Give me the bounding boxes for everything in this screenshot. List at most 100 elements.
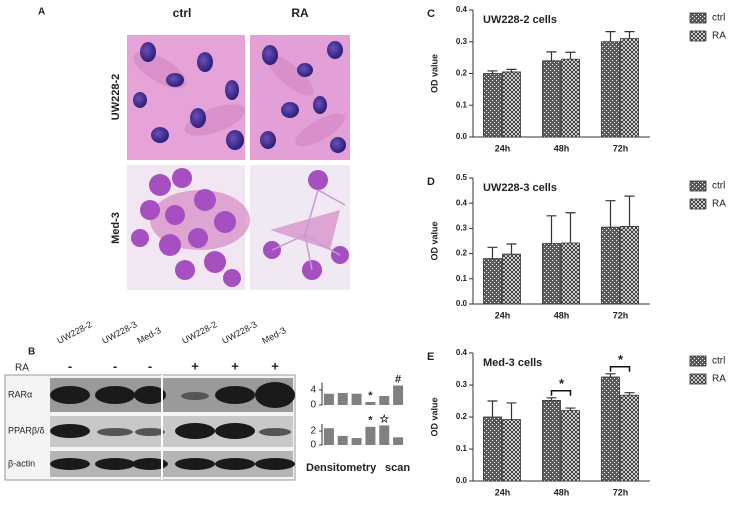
- row-label: Med-3: [110, 212, 122, 244]
- treatment-label: RA: [15, 363, 29, 374]
- bar: [502, 253, 521, 305]
- band-label: RARα: [8, 389, 32, 399]
- x-tick-label: 24h: [495, 310, 511, 320]
- lane-label: UW228-3: [220, 319, 258, 346]
- x-tick-label: 48h: [554, 487, 570, 497]
- y-tick-label: 0.4: [456, 198, 468, 207]
- y-tick-label: 0.4: [456, 348, 468, 357]
- bar: [365, 426, 376, 445]
- lane-label: UW228-3: [100, 319, 138, 346]
- x-tick-label: 24h: [495, 487, 511, 497]
- error-bar: [605, 30, 616, 42]
- bar: [379, 396, 390, 405]
- bar: [323, 428, 334, 445]
- legend-label: ctrl: [712, 356, 725, 367]
- bar: [483, 258, 502, 305]
- error-bar: [506, 68, 517, 72]
- legend-swatch: [689, 198, 707, 210]
- x-tick-label: 72h: [613, 143, 629, 153]
- y-tick-label: 0.2: [456, 249, 468, 258]
- panel-label: E: [427, 351, 434, 363]
- panel-label: B: [28, 347, 35, 358]
- y-tick-label: 0.1: [456, 444, 468, 453]
- band-label: PPARβ/δ: [8, 425, 45, 435]
- y-tick-label: 0.3: [456, 380, 468, 389]
- panel-label: C: [427, 8, 435, 20]
- bar: [365, 402, 376, 405]
- bar: [601, 226, 620, 305]
- y-tick-label: 0.4: [456, 5, 468, 14]
- error-bar: [565, 407, 576, 411]
- treatment-sign: +: [271, 358, 279, 373]
- bar: [542, 60, 561, 138]
- bar: [601, 376, 620, 482]
- bar: [379, 425, 390, 445]
- y-tick-label: 4: [310, 385, 316, 396]
- treatment-sign: -: [148, 358, 152, 373]
- chart-title: UW228-3 cells: [483, 182, 557, 194]
- error-bar: [565, 212, 576, 244]
- x-tick-label: 72h: [613, 487, 629, 497]
- treatment-sign: -: [68, 358, 72, 373]
- error-bar: [506, 402, 517, 420]
- bar: [393, 385, 404, 405]
- x-tick-label: 24h: [495, 143, 511, 153]
- column-label: ctrl: [173, 6, 192, 20]
- treatment-sign: +: [231, 358, 239, 373]
- y-axis-label: OD value: [429, 54, 439, 93]
- legend-swatch: [689, 12, 707, 24]
- significance-bracket: [609, 366, 631, 372]
- x-tick-label: 48h: [554, 310, 570, 320]
- band-label: β-actin: [8, 458, 35, 468]
- error-bar: [487, 70, 498, 74]
- bar: [561, 58, 580, 138]
- error-bar: [546, 215, 557, 244]
- bar: [483, 73, 502, 138]
- y-tick-label: 0.1: [456, 274, 468, 283]
- bar-marker: ☆: [379, 413, 389, 425]
- treatment-sign: +: [191, 358, 199, 373]
- bar-marker: *: [368, 390, 373, 402]
- y-tick-label: 2: [310, 426, 316, 437]
- y-tick-label: 0: [310, 440, 316, 451]
- error-bar: [487, 246, 498, 259]
- column-label: RA: [291, 6, 309, 20]
- bar: [502, 71, 521, 138]
- x-tick-label: 72h: [613, 310, 629, 320]
- lane-label: UW228-2: [180, 319, 218, 346]
- micrographs: [127, 35, 350, 290]
- y-axis-label: OD value: [429, 221, 439, 260]
- x-tick-label: 48h: [554, 143, 570, 153]
- bar: [561, 242, 580, 305]
- y-axis-label: OD value: [429, 397, 439, 436]
- row-label: UW228-2: [110, 74, 122, 120]
- legend-label: RA: [712, 31, 726, 42]
- error-bar: [546, 397, 557, 401]
- bar: [620, 394, 639, 482]
- bar: [483, 416, 502, 482]
- legend-swatch: [689, 30, 707, 42]
- lane-label: UW228-2: [55, 319, 93, 346]
- legend-swatch: [689, 373, 707, 385]
- legend-swatch: [689, 180, 707, 192]
- bar: [620, 38, 639, 138]
- error-bar: [624, 195, 635, 227]
- bar: [620, 225, 639, 305]
- legend-label: RA: [712, 199, 726, 210]
- panel-label: A: [38, 7, 45, 18]
- error-bar: [487, 400, 498, 417]
- bar-marker: *: [368, 415, 373, 427]
- error-bar: [565, 51, 576, 60]
- bar: [542, 243, 561, 305]
- treatment-sign: -: [113, 358, 117, 373]
- significance-mark: *: [618, 352, 624, 367]
- error-bar: [546, 51, 557, 61]
- y-tick-label: 0.0: [456, 299, 468, 308]
- error-bar: [506, 243, 517, 255]
- chart-title: UW228-2 cells: [483, 14, 557, 26]
- error-bar: [624, 30, 635, 39]
- bar-marker: #: [395, 373, 401, 385]
- western-blot: [4, 374, 296, 481]
- chart-title: Med-3 cells: [483, 357, 542, 369]
- bar: [337, 435, 348, 445]
